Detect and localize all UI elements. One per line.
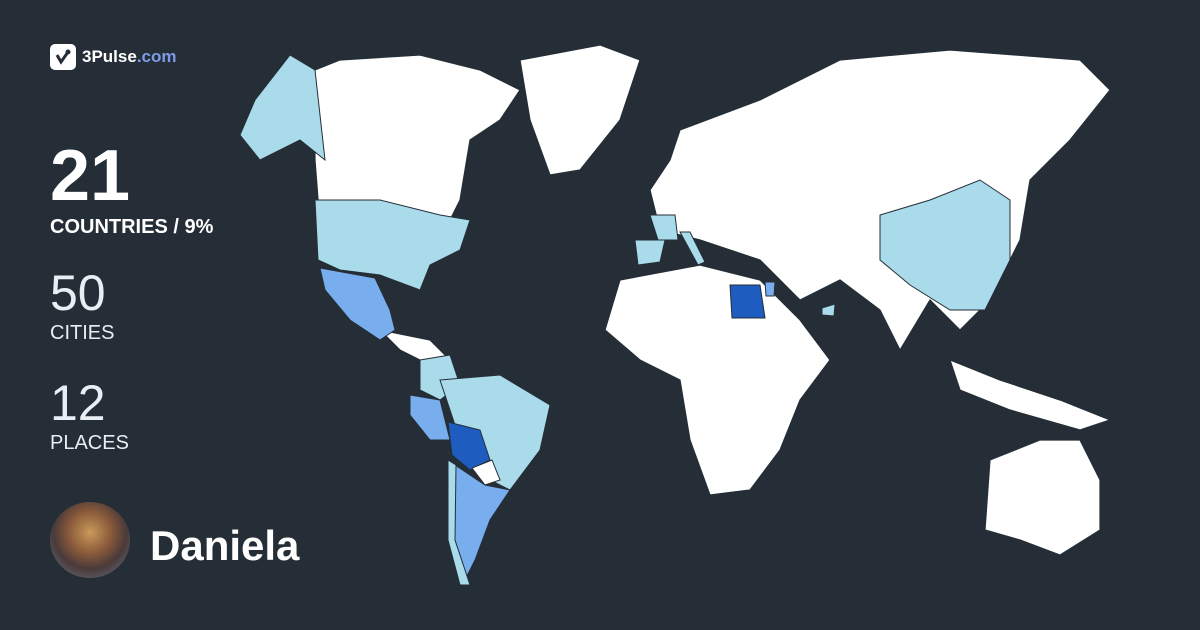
brand-name: 3Pulse.com <box>82 47 177 66</box>
country-france <box>649 214 679 241</box>
visited-countries <box>239 54 1011 586</box>
land-masses <box>314 44 1112 556</box>
countries-count: 21 <box>50 136 131 216</box>
country-paraguay <box>471 459 501 486</box>
countries-label: COUNTRIES / 9% <box>50 216 214 238</box>
australia <box>984 439 1101 556</box>
greenland <box>519 44 641 176</box>
countries-stat: 21 COUNTRIES / 9% <box>50 140 213 239</box>
country-chile <box>447 459 471 586</box>
country-egypt <box>729 284 766 319</box>
southeast-asia <box>949 358 1112 431</box>
cities-stat: 50 CITIES <box>50 268 114 345</box>
places-label: PLACES <box>50 432 129 454</box>
country-alaska <box>239 54 326 162</box>
country-mexico <box>319 267 396 341</box>
country-united-states <box>314 199 471 291</box>
brand-logo[interactable]: 3Pulse.com <box>50 44 177 70</box>
country-spain <box>634 239 666 266</box>
country-peru <box>409 394 451 441</box>
cities-label: CITIES <box>50 322 115 344</box>
places-count: 12 <box>50 375 106 431</box>
country-uae <box>821 303 836 317</box>
places-stat: 12 PLACES <box>50 378 129 455</box>
cities-count: 50 <box>50 265 106 321</box>
country-jordan <box>764 281 776 297</box>
avatar <box>50 502 130 578</box>
user-name: Daniela <box>150 522 300 569</box>
africa <box>604 264 831 496</box>
country-italy <box>679 231 706 266</box>
pulse-logo-icon <box>50 44 76 70</box>
country-china <box>879 179 1011 311</box>
